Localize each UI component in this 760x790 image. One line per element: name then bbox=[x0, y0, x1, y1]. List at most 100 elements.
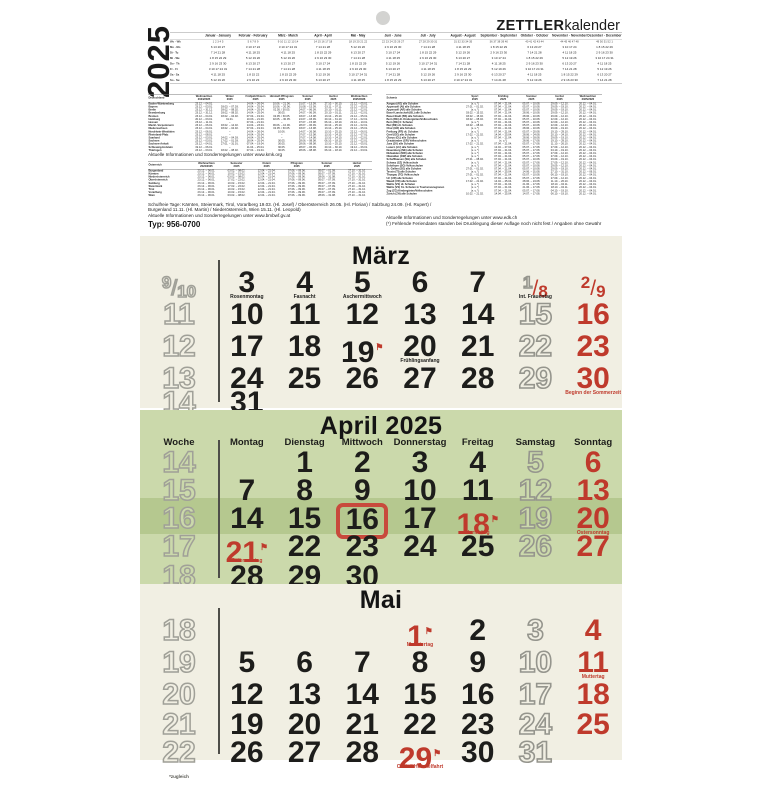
month-section-april: April 2025 Woche Montag Dienstag Mittwoch Don… bbox=[140, 410, 622, 603]
weekday-row-label: So · Su bbox=[170, 79, 180, 82]
date-number: 19 bbox=[518, 502, 553, 535]
table-cell: 07.04. – 21.04. bbox=[494, 155, 512, 159]
table-cell: 20.10. – 31.10. bbox=[324, 117, 343, 121]
column-header: Ostern 2025 bbox=[251, 161, 282, 170]
mini-month-cell: 6 13 20 27 bbox=[210, 46, 226, 49]
date-number: 20 bbox=[576, 502, 610, 535]
mini-month-cell: 7 14 21 28 bbox=[527, 51, 542, 55]
table-cell: 14.04. – 25.04. bbox=[246, 111, 265, 115]
table-cell: 14.07. – 17.08. bbox=[522, 192, 541, 196]
table-cell: 20.12. – 04.01. bbox=[579, 192, 597, 196]
table-cell: 17.02. – 21.02. bbox=[466, 142, 484, 146]
table-cell: 20.10. – 24.10. bbox=[550, 133, 569, 137]
mini-month-cell: 5 12 19 26 bbox=[562, 57, 577, 60]
mini-month-cell: 7 14 21 28 bbox=[491, 79, 506, 82]
year-overview: Januar · January Februar · February März ·… bbox=[170, 32, 622, 92]
table-row: Niedersachsen 23.12. – 04.01. 03.02. – 04.… bbox=[148, 127, 372, 130]
table-cell: Baden-Württemberg bbox=[148, 102, 174, 106]
holiday-flag-icon: ⚑ bbox=[375, 342, 384, 352]
table-cell: 18.04. – 25.04. bbox=[246, 139, 265, 143]
weekday-header: Samstag bbox=[515, 437, 556, 448]
table-cell: 14.07. – 26.08. bbox=[298, 130, 317, 134]
date-cell: 29 bbox=[507, 363, 565, 398]
holiday-label: Muttertag bbox=[581, 674, 605, 680]
week-number-cell: 12 bbox=[140, 331, 218, 366]
table-cell: 17.02. – 01.03. bbox=[220, 139, 239, 143]
date-number: 23 bbox=[461, 708, 495, 741]
table-cell: 20.10. – 01.11. bbox=[324, 108, 343, 112]
table-cell: 10.02. – 15.02. bbox=[227, 191, 246, 195]
weekday-header: Dienstag bbox=[284, 437, 325, 448]
table-cell: 20.12. – 04.01. bbox=[579, 136, 597, 140]
table-cell: 07.04. – 21.04. bbox=[494, 124, 512, 128]
table-cell: 22.12. – 06.01. bbox=[350, 130, 368, 134]
table-cell: 03.02. – 15.02. bbox=[466, 114, 484, 118]
table-cell: 27.01. – 08.02. bbox=[466, 158, 484, 162]
mini-month-cell: 2 9 16 23 30 bbox=[561, 79, 578, 82]
table-cell: 05.07. – 10.08. bbox=[522, 173, 541, 177]
date-cell: 20 Ostersonntag bbox=[564, 504, 622, 539]
table-row: Luzern (LU) alle Schulen (s. u.*) 12.04. –… bbox=[386, 146, 602, 149]
date-cell: 19⚑ bbox=[333, 334, 391, 368]
fraction-date: 2/9 bbox=[581, 269, 606, 302]
holiday-table-deutschland: Deutschland Weihnachten 2024/2025 Winter 202… bbox=[148, 94, 372, 210]
table-row: Bern (BE) dt. Kindergärten/Volksschulen 0… bbox=[386, 118, 602, 121]
table-cell: 27.09. – 12.10. bbox=[550, 155, 569, 159]
table-cell: 27.10. – 31.10. bbox=[348, 191, 366, 195]
fraction-bottom: 8 bbox=[538, 282, 548, 301]
date-number: 13 bbox=[403, 298, 437, 331]
date-cell: 25 bbox=[449, 532, 507, 566]
date-cell: 31 bbox=[507, 737, 565, 772]
date-number: 13 bbox=[576, 474, 610, 507]
mini-month-cell: 7 14 21 28 bbox=[315, 46, 331, 49]
date-cell: 30 bbox=[449, 738, 507, 772]
mini-month-name: Mai · May bbox=[340, 32, 376, 40]
date-cell: 22 bbox=[507, 331, 565, 366]
table-cell: – bbox=[228, 130, 231, 134]
table-cell: 06.10. – 18.10. bbox=[324, 121, 343, 125]
date-cell: 17 bbox=[218, 332, 276, 366]
date-number: 12 bbox=[230, 678, 264, 711]
table-cell: Berlin bbox=[148, 108, 157, 112]
week-number: 20 bbox=[162, 678, 197, 711]
table-cell: – bbox=[228, 121, 231, 125]
mini-month-name: April · April bbox=[305, 32, 341, 40]
mini-month-cell: 4 11 18 25 bbox=[211, 73, 225, 77]
table-cell: 07.04. – 21.04. bbox=[494, 164, 512, 168]
table-cell: 13.10. – 25.10. bbox=[324, 130, 343, 134]
table-cell: 23.12. – 06.01. bbox=[197, 191, 216, 195]
year-row: So · Su 5 12 19 26 2 9 16 23 2 9 16 23 30 6 … bbox=[170, 78, 622, 84]
date-number: 5 bbox=[526, 446, 544, 479]
table-cell: Saarland bbox=[148, 136, 160, 140]
table-cell: 05.07. – 17.08. bbox=[522, 155, 541, 159]
mini-month-cell: 4 11 18 25 bbox=[246, 51, 260, 55]
table-cell: 20.12. – 04.01. bbox=[579, 164, 597, 168]
table-row: Glarus (GL) alle Schulen (s. u.*) 07.04. –… bbox=[386, 137, 602, 140]
table-cell: 07.04. – 21.04. bbox=[494, 158, 512, 162]
table-cell: Appenzell (AR) alle Schulen bbox=[386, 108, 422, 112]
table-cell: 22.12. – 03.01. bbox=[350, 148, 368, 152]
mini-month-cell: 2 9 16 23 30 bbox=[279, 79, 297, 82]
weekday-header: Freitag bbox=[461, 437, 494, 448]
table-cell: – bbox=[228, 145, 231, 149]
column-header: Herbst 2025 bbox=[341, 161, 372, 170]
table-cell: 28.06. – 17.08. bbox=[522, 139, 541, 143]
mini-month-cell: 7 14 21 28 bbox=[350, 57, 366, 60]
table-cell: 12.04. – 21.04. bbox=[257, 172, 276, 176]
year-overview-table: Januar · January Februar · February März ·… bbox=[170, 32, 622, 84]
table-cell: 20.10. – 30.10. bbox=[324, 145, 343, 149]
mini-month-cell: 3 10 17 24 31 bbox=[453, 79, 473, 82]
table-cell: 23.12. – 06.01. bbox=[197, 188, 216, 192]
table-cell: 03.03. – 07.03. bbox=[220, 105, 239, 109]
table-cell: 05.07. – 10.08. bbox=[522, 158, 541, 162]
table-cell: 10.02. – 15.02. bbox=[227, 188, 246, 192]
mini-month-cell: 2 9 16 23 30 bbox=[490, 51, 508, 55]
mini-month-cell: 3 10 17 24 31 bbox=[595, 57, 614, 60]
column-header: Winter 2025 bbox=[216, 94, 243, 103]
table-cell: 14.04. – 25.04. bbox=[246, 136, 265, 140]
column-header: Sommer 2025 bbox=[294, 94, 321, 103]
mini-month-cell: 3 10 17 24 bbox=[385, 51, 401, 55]
table-cell: Luzern (LU) alle Schulen bbox=[386, 145, 418, 149]
date-cell: 8 bbox=[276, 476, 334, 510]
mini-month-cell: 14 15 16 17 18 bbox=[313, 40, 333, 44]
